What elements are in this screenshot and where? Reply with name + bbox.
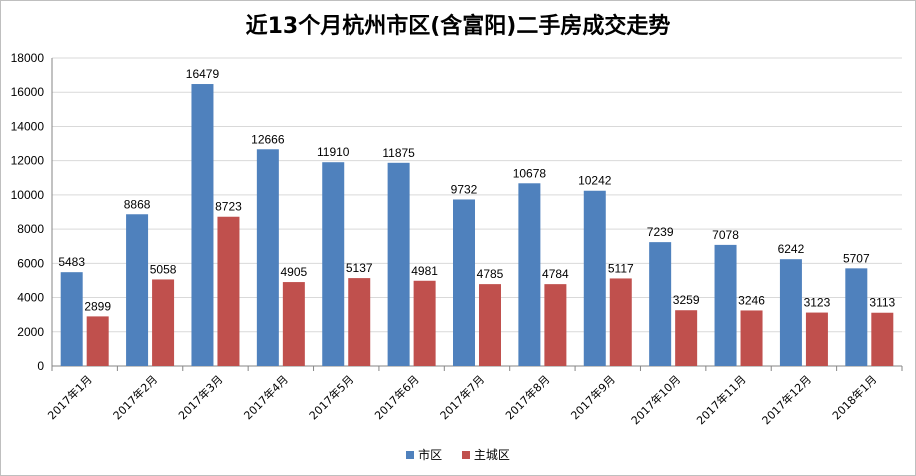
x-tick-label: 2017年6月 — [372, 372, 422, 422]
bar-series-1 — [387, 162, 410, 366]
bar-series-2 — [152, 279, 175, 366]
data-label-series-2: 4981 — [411, 264, 438, 278]
x-tick-label: 2017年11月 — [694, 372, 749, 427]
bar-series-2 — [348, 278, 371, 366]
data-label-series-2: 5137 — [346, 261, 373, 275]
data-label-series-1: 10678 — [513, 166, 547, 180]
x-tick-label: 2017年7月 — [437, 372, 487, 422]
x-tick-label: 2017年5月 — [306, 372, 356, 422]
bar-series-2 — [479, 284, 501, 366]
data-label-series-1: 8868 — [124, 197, 151, 211]
bar-series-2 — [413, 280, 436, 366]
y-tick-label: 16000 — [11, 85, 45, 99]
data-label-series-1: 7239 — [647, 225, 674, 239]
bar-series-2 — [544, 284, 567, 366]
bar-series-1 — [845, 268, 868, 366]
legend-item-series-1: 市区 — [406, 446, 442, 463]
data-label-series-2: 3123 — [804, 296, 831, 310]
x-tick-label: 2017年3月 — [175, 372, 225, 422]
x-tick-label: 2017年10月 — [628, 372, 683, 427]
legend-item-series-2: 主城区 — [461, 446, 510, 463]
bar-series-1 — [453, 199, 475, 366]
chart-title: 近13个月杭州市区(含富阳)二手房成交走势 — [245, 14, 671, 39]
bar-series-1 — [518, 183, 541, 366]
data-label-series-1: 7078 — [712, 228, 739, 242]
data-label-series-1: 16479 — [186, 67, 220, 81]
x-tick-label: 2017年12月 — [759, 372, 814, 427]
legend-label-series-1: 市区 — [418, 448, 443, 462]
data-label-series-1: 6242 — [778, 242, 805, 256]
y-tick-label: 14000 — [11, 119, 45, 133]
bar-series-2 — [740, 310, 763, 366]
bar-series-1 — [126, 214, 149, 366]
data-label-series-2: 4784 — [542, 267, 569, 281]
y-tick-label: 6000 — [17, 256, 44, 270]
legend-swatch-series-1 — [406, 451, 415, 459]
data-label-series-1: 9732 — [451, 182, 478, 196]
bar-series-2 — [609, 278, 632, 366]
bar-series-2 — [282, 282, 305, 366]
legend-swatch-series-2 — [461, 451, 470, 459]
bar-series-1 — [60, 272, 83, 366]
bar-series-2 — [86, 316, 109, 366]
data-label-series-1: 5707 — [843, 251, 870, 265]
y-tick-label: 8000 — [17, 222, 44, 236]
data-label-series-2: 3246 — [738, 293, 765, 307]
bar-series-2 — [675, 310, 698, 366]
y-tick-label: 4000 — [17, 291, 44, 305]
x-tick-label: 2017年4月 — [241, 372, 291, 422]
data-label-series-1: 11875 — [382, 146, 415, 160]
data-label-series-2: 5117 — [608, 261, 634, 275]
y-tick-label: 0 — [37, 359, 44, 373]
bar-series-1 — [649, 242, 672, 366]
bar-series-1 — [322, 162, 345, 366]
data-label-series-2: 2899 — [84, 299, 111, 313]
y-tick-label: 18000 — [11, 51, 45, 65]
data-label-series-1: 10242 — [578, 174, 612, 188]
x-tick-label: 2017年8月 — [502, 372, 552, 422]
legend: 市区 主城区 — [0, 446, 916, 463]
data-label-series-1: 5483 — [58, 255, 85, 269]
bar-series-1 — [779, 259, 802, 366]
bar-series-1 — [714, 244, 737, 366]
data-label-series-1: 11910 — [317, 145, 350, 159]
bar-series-2 — [871, 312, 894, 366]
legend-label-series-2: 主城区 — [473, 448, 510, 462]
data-label-series-2: 3259 — [673, 293, 700, 307]
y-tick-label: 10000 — [11, 188, 45, 202]
data-label-series-2: 5058 — [150, 262, 177, 276]
data-label-series-2: 3113 — [869, 296, 895, 310]
y-tick-label: 2000 — [17, 325, 44, 339]
data-label-series-2: 4905 — [280, 265, 307, 279]
x-tick-label: 2018年1月 — [829, 372, 879, 422]
y-tick-label: 12000 — [11, 154, 45, 168]
bar-series-1 — [191, 84, 214, 366]
x-tick-label: 2017年1月 — [45, 372, 95, 422]
bar-series-1 — [256, 149, 279, 366]
data-label-series-1: 12666 — [251, 132, 285, 146]
bar-series-2 — [805, 312, 828, 366]
data-label-series-2: 8723 — [215, 200, 242, 214]
data-label-series-2: 4785 — [477, 267, 504, 281]
bar-series-1 — [583, 190, 606, 366]
bar-series-2 — [217, 216, 240, 366]
x-tick-label: 2017年9月 — [568, 372, 618, 422]
x-tick-label: 2017年2月 — [110, 372, 160, 422]
